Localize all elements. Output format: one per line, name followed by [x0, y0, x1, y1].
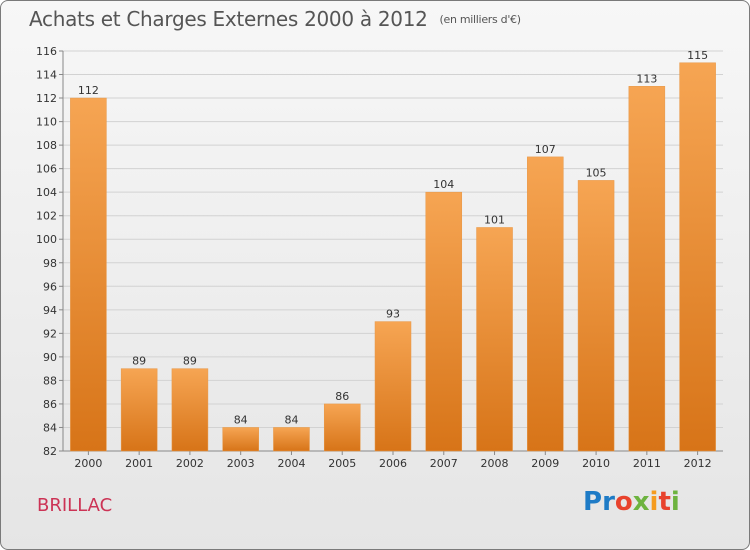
- bar: [527, 156, 564, 452]
- bar: [70, 97, 107, 452]
- y-tick-label: 98: [43, 257, 57, 270]
- y-tick-label: 108: [36, 139, 57, 152]
- proxiti-logo: Proxiti: [583, 487, 680, 517]
- data-label: 107: [535, 143, 556, 156]
- bar: [577, 180, 615, 452]
- y-tick-label: 102: [36, 210, 57, 223]
- x-tick-label: 2010: [582, 457, 610, 470]
- bar: [679, 62, 716, 452]
- bar: [171, 368, 209, 452]
- x-tick-label: 2012: [684, 457, 712, 470]
- bar: [628, 86, 666, 452]
- y-tick-labels: 82 84 86 88 90 92 94 96 98 100 102 104 106 108 110 112 1…: [36, 45, 57, 458]
- y-tick-label: 96: [43, 280, 57, 293]
- data-label: 105: [586, 166, 607, 179]
- logo-letter: P: [583, 487, 603, 517]
- bars: [70, 62, 716, 452]
- bar: [120, 368, 158, 452]
- x-tick-labels: 2000 2001 2002 2003 2004 2005 2006 2007 2008 2009…: [74, 457, 711, 470]
- data-label: 84: [234, 413, 248, 426]
- data-labels: 112 89 89 84 84 86 93 104 101 107 105 113 115: [78, 49, 708, 427]
- bar: [323, 403, 361, 452]
- data-label: 113: [636, 72, 657, 85]
- x-tick-label: 2001: [125, 457, 153, 470]
- x-tick-label: 2003: [227, 457, 255, 470]
- chart-title: Achats et Charges Externes 2000 à 2012 (e…: [29, 7, 521, 31]
- x-tick-label: 2009: [531, 457, 559, 470]
- data-label: 104: [433, 178, 454, 191]
- logo-letter: r: [602, 487, 615, 517]
- bar: [425, 191, 463, 452]
- x-tick-label: 2000: [74, 457, 102, 470]
- data-label: 93: [386, 308, 400, 321]
- y-tick-label: 106: [36, 163, 57, 176]
- data-label: 89: [183, 355, 197, 368]
- y-tick-label: 114: [36, 69, 57, 82]
- logo-letter: i: [670, 487, 680, 517]
- data-label: 115: [687, 49, 708, 62]
- y-tick-label: 116: [36, 45, 57, 58]
- x-tick-label: 2011: [633, 457, 661, 470]
- y-tick-label: 110: [36, 116, 57, 129]
- y-tick-label: 90: [43, 351, 57, 364]
- chart-subtitle: (en milliers d'€): [439, 13, 521, 26]
- x-tick-label: 2006: [379, 457, 407, 470]
- y-tick-label: 88: [43, 374, 57, 387]
- x-tick-label: 2004: [277, 457, 305, 470]
- data-label: 84: [284, 413, 298, 426]
- y-tick-label: 112: [36, 92, 57, 105]
- bar: [476, 227, 513, 452]
- x-tick-label: 2007: [430, 457, 458, 470]
- y-tick-label: 82: [43, 445, 57, 458]
- logo-letter: t: [658, 487, 671, 517]
- bar: [374, 321, 412, 452]
- x-tick-label: 2005: [328, 457, 356, 470]
- y-tick-label: 86: [43, 398, 57, 411]
- y-tick-label: 94: [43, 304, 57, 317]
- y-tick-label: 104: [36, 186, 57, 199]
- y-tick-label: 92: [43, 327, 57, 340]
- y-tick-label: 84: [43, 421, 57, 434]
- logo-letter: i: [649, 487, 659, 517]
- y-tick-label: 100: [36, 233, 57, 246]
- x-tick-label: 2002: [176, 457, 204, 470]
- data-label: 86: [335, 390, 349, 403]
- bar: [273, 427, 310, 452]
- data-label: 89: [132, 355, 146, 368]
- data-label: 101: [484, 213, 505, 226]
- x-tick-label: 2008: [481, 457, 509, 470]
- logo-letter: x: [632, 487, 650, 517]
- logo-letter: o: [614, 487, 633, 517]
- commune-name: BRILLAC: [37, 495, 113, 516]
- data-label: 112: [78, 84, 99, 97]
- title-text: Achats et Charges Externes 2000 à 2012: [29, 7, 428, 31]
- bar: [222, 427, 259, 452]
